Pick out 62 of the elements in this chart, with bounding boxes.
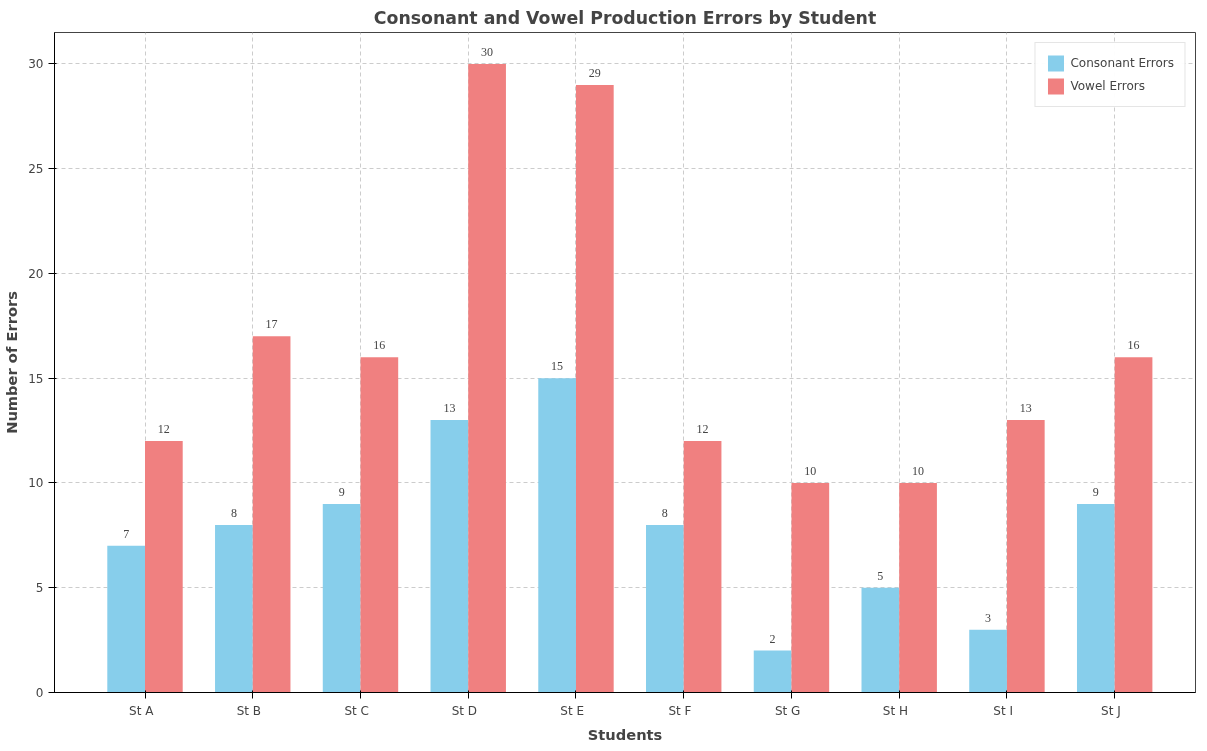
- data-label: 12: [696, 422, 709, 437]
- bar: [575, 84, 614, 693]
- chart-title: Consonant and Vowel Production Errors by Student: [373, 7, 877, 28]
- data-label: 12: [157, 422, 170, 437]
- x-tick-label: St D: [451, 703, 478, 718]
- bar: [683, 441, 722, 693]
- data-label: 9: [1092, 484, 1099, 499]
- bar: [215, 524, 253, 693]
- legend-label: Vowel Errors: [1070, 79, 1145, 93]
- data-label: 16: [373, 338, 386, 353]
- bar: [360, 357, 399, 693]
- y-tick-label: 25: [28, 162, 44, 177]
- y-axis-title: Number of Errors: [3, 290, 21, 434]
- x-tick-label: St H: [882, 703, 908, 718]
- bar: [899, 482, 937, 693]
- bar: [1006, 420, 1045, 693]
- bar: [322, 503, 361, 693]
- y-tick-label: 0: [35, 686, 44, 700]
- data-label: 15: [551, 359, 564, 374]
- data-label: 10: [912, 463, 925, 478]
- y-tick-label: 5: [35, 581, 44, 596]
- bar: [145, 441, 183, 693]
- y-tick-label: 10: [28, 476, 44, 491]
- bar: [430, 420, 469, 693]
- x-tick-label: St F: [668, 703, 692, 718]
- data-label: 13: [443, 401, 456, 416]
- data-label: 9: [338, 484, 345, 499]
- bar: [538, 378, 576, 693]
- data-label: 10: [804, 463, 817, 478]
- data-label: 17: [265, 317, 278, 332]
- data-label: 5: [877, 568, 884, 583]
- x-axis-title: Students: [587, 725, 663, 743]
- x-tick-label: St C: [344, 703, 369, 718]
- x-tick-label: St B: [236, 703, 262, 718]
- x-tick-label: St E: [560, 703, 585, 718]
- data-label: 16: [1127, 338, 1140, 353]
- data-label: 3: [985, 610, 992, 625]
- data-label: 29: [588, 65, 601, 80]
- x-tick-label: St A: [129, 703, 155, 718]
- bar: [753, 650, 792, 693]
- bar: [1114, 357, 1153, 693]
- bar: [1076, 503, 1115, 693]
- bar: [252, 336, 291, 693]
- bar: [791, 482, 830, 693]
- data-label: 30: [481, 44, 494, 59]
- bar: [646, 524, 684, 693]
- y-tick-label: 20: [28, 266, 44, 281]
- x-tick-label: St I: [993, 703, 1013, 718]
- data-label: 13: [1019, 401, 1032, 416]
- y-tick-label: 30: [28, 57, 44, 72]
- data-label: 8: [230, 505, 237, 520]
- data-label: 7: [123, 526, 130, 541]
- bar: [969, 629, 1007, 693]
- bar: [861, 587, 900, 693]
- data-label: 2: [769, 631, 776, 646]
- bar: [107, 545, 145, 693]
- x-tick-label: St G: [774, 703, 801, 718]
- y-tick-label: 15: [28, 371, 44, 386]
- legend-label: Consonant Errors: [1070, 56, 1174, 70]
- x-tick-label: St J: [1101, 703, 1121, 718]
- data-label: 8: [661, 505, 668, 520]
- bar: [468, 63, 506, 693]
